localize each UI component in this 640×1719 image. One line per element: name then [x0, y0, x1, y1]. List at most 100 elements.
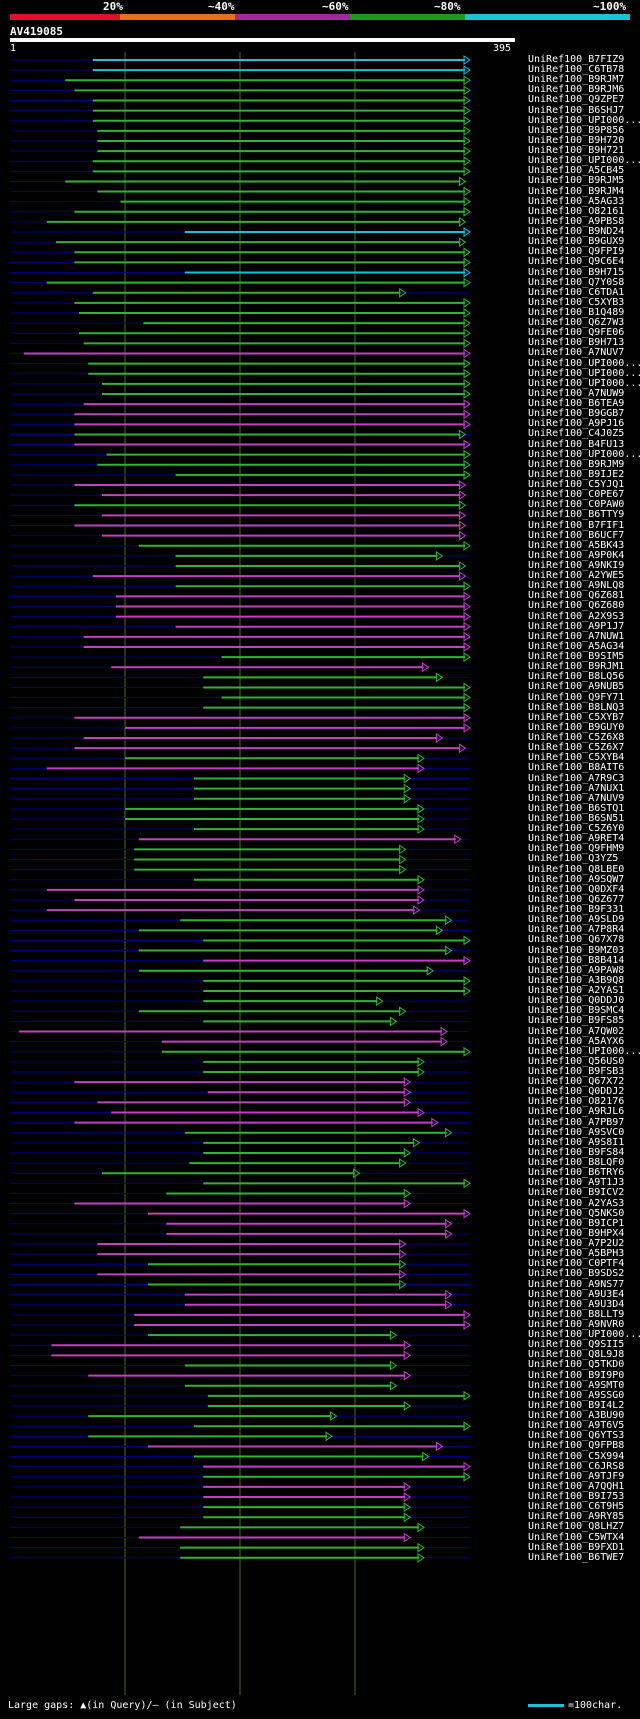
hit-link[interactable]: UniRef100_B9RJM5 [528, 175, 625, 187]
hit-link[interactable]: UniRef100_A9U3D4 [528, 1298, 625, 1310]
hit-link[interactable]: UniRef100_Q67X78 [528, 934, 625, 946]
hit-link[interactable]: UniRef100_A7QW02 [528, 1025, 625, 1037]
hit-link[interactable]: UniRef100_A9S8I1 [528, 1136, 625, 1148]
hit-link[interactable]: UniRef100_Q9FE06 [528, 327, 625, 339]
hit-link[interactable]: UniRef100_UPI000... [528, 367, 640, 379]
hit-link[interactable]: UniRef100_A9NLQ8 [528, 580, 625, 592]
hit-link[interactable]: UniRef100_UPI000... [528, 1329, 640, 1341]
hit-link[interactable]: UniRef100_A9T1J3 [528, 1177, 625, 1189]
hit-link[interactable]: UniRef100_A9SVC0 [528, 1126, 625, 1138]
hit-link[interactable]: UniRef100_B6SHJ7 [528, 104, 625, 116]
hit-link[interactable]: UniRef100_C0PAW0 [528, 499, 625, 511]
hit-link[interactable]: UniRef100_B9H713 [528, 337, 625, 349]
hit-link[interactable]: UniRef100_Q9ZPE7 [528, 94, 625, 106]
hit-link[interactable]: UniRef100_B9FS84 [528, 1146, 625, 1158]
hit-link[interactable]: UniRef100_B9I753 [528, 1491, 625, 1503]
hit-link[interactable]: UniRef100_B9FS85 [528, 1015, 625, 1027]
hit-link[interactable]: UniRef100_B6TRY6 [528, 1167, 625, 1179]
hit-link[interactable]: UniRef100_Q9SII5 [528, 1339, 625, 1351]
hit-link[interactable]: UniRef100_C6TDA1 [528, 286, 625, 298]
hit-link[interactable]: UniRef100_Q0DDJ0 [528, 995, 625, 1007]
hit-link[interactable]: UniRef100_Q56US0 [528, 1055, 625, 1067]
hit-link[interactable]: UniRef100_C5YJQ1 [528, 479, 625, 491]
hit-link[interactable]: UniRef100_B9F331 [528, 904, 625, 916]
hit-link[interactable]: UniRef100_B1Q489 [528, 307, 625, 318]
hit-link[interactable]: UniRef100_B6STQ1 [528, 802, 625, 814]
hit-link[interactable]: UniRef100_B9MZ03 [528, 944, 625, 956]
hit-link[interactable]: UniRef100_C5WTX4 [528, 1531, 625, 1543]
hit-link[interactable]: UniRef100_A9U3E4 [528, 1288, 625, 1300]
hit-link[interactable]: UniRef100_A9PJ16 [528, 418, 625, 430]
hit-link[interactable]: UniRef100_UPI000... [528, 448, 640, 460]
hit-link[interactable]: UniRef100_A3BU90 [528, 1410, 625, 1422]
hit-link[interactable]: UniRef100_A9SQW7 [528, 873, 625, 885]
hit-link[interactable]: UniRef100_A3B9Q8 [528, 974, 625, 986]
hit-link[interactable]: UniRef100_A9TJF9 [528, 1470, 625, 1482]
hit-link[interactable]: UniRef100_O82176 [528, 1096, 625, 1108]
hit-link[interactable]: UniRef100_B8B414 [528, 954, 625, 966]
hit-link[interactable]: UniRef100_A9NKI9 [528, 560, 625, 571]
hit-link[interactable]: UniRef100_B4FU13 [528, 438, 625, 450]
hit-link[interactable]: UniRef100_Q6Z681 [528, 590, 625, 602]
hit-link[interactable]: UniRef100_UPI000... [528, 1045, 640, 1057]
hit-link[interactable]: UniRef100_B9SIM5 [528, 651, 625, 663]
hit-link[interactable]: UniRef100_C5XYB3 [528, 296, 625, 308]
hit-link[interactable]: UniRef100_B6TEA9 [528, 398, 625, 410]
hit-link[interactable]: UniRef100_B6UCF7 [528, 529, 625, 541]
hit-link[interactable]: UniRef100_A7NUV9 [528, 792, 625, 804]
hit-link[interactable]: UniRef100_C0PTF4 [528, 1258, 625, 1270]
hit-link[interactable]: UniRef100_A2YAS3 [528, 1197, 625, 1209]
hit-link[interactable]: UniRef100_B9SMC4 [528, 1005, 625, 1017]
hit-link[interactable]: UniRef100_A7R9C3 [528, 772, 625, 784]
hit-link[interactable]: UniRef100_Q9FPB8 [528, 1440, 625, 1452]
hit-link[interactable]: UniRef100_A7NUW9 [528, 387, 625, 399]
hit-link[interactable]: UniRef100_A2YWE5 [528, 570, 625, 582]
hit-link[interactable]: UniRef100_B9RJM9 [528, 458, 625, 470]
hit-link[interactable]: UniRef100_A9RET4 [528, 833, 625, 845]
hit-link[interactable]: UniRef100_B9H720 [528, 134, 625, 146]
hit-link[interactable]: UniRef100_UPI000... [528, 114, 640, 126]
hit-link[interactable]: UniRef100_A7NUW1 [528, 630, 625, 642]
hit-link[interactable]: UniRef100_B9RJM1 [528, 661, 625, 673]
hit-link[interactable]: UniRef100_Q9C6E4 [528, 256, 625, 268]
hit-link[interactable]: UniRef100_C5X994 [528, 1450, 625, 1462]
hit-link[interactable]: UniRef100_B9HPX4 [528, 1227, 625, 1239]
hit-link[interactable]: UniRef100_A9RJL6 [528, 1106, 625, 1118]
hit-link[interactable]: UniRef100_C6TB78 [528, 64, 625, 76]
hit-link[interactable]: UniRef100_B8LLT9 [528, 1308, 625, 1320]
hit-link[interactable]: UniRef100_B7FIZ9 [528, 54, 625, 65]
hit-link[interactable]: UniRef100_A9PAW8 [528, 964, 625, 976]
hit-link[interactable]: UniRef100_B9I4L2 [528, 1399, 625, 1411]
hit-link[interactable]: UniRef100_B9RJM4 [528, 185, 625, 197]
hit-link[interactable]: UniRef100_Q9FHM9 [528, 843, 625, 855]
hit-link[interactable]: UniRef100_B9RJM7 [528, 74, 625, 86]
hit-link[interactable]: UniRef100_B9RJM6 [528, 84, 625, 96]
hit-link[interactable]: UniRef100_C5XYB7 [528, 711, 625, 723]
hit-link[interactable]: UniRef100_UPI000... [528, 377, 640, 389]
hit-link[interactable]: UniRef100_A2YAS1 [528, 985, 625, 997]
hit-link[interactable]: UniRef100_B9FXD1 [528, 1541, 625, 1553]
hit-link[interactable]: UniRef100_A5BK43 [528, 539, 625, 551]
hit-link[interactable]: UniRef100_A5CB45 [528, 165, 625, 177]
hit-link[interactable]: UniRef100_C6JRS8 [528, 1460, 625, 1472]
hit-link[interactable]: UniRef100_Q8L9J8 [528, 1349, 625, 1361]
hit-link[interactable]: UniRef100_C0PE67 [528, 489, 625, 501]
hit-link[interactable]: UniRef100_Q5TKD0 [528, 1359, 625, 1371]
hit-link[interactable]: UniRef100_O82161 [528, 205, 625, 217]
hit-link[interactable]: UniRef100_A2X9S3 [528, 610, 625, 622]
hit-link[interactable]: UniRef100_B9FSB3 [528, 1066, 625, 1077]
hit-link[interactable]: UniRef100_C6T9H5 [528, 1501, 625, 1513]
hit-link[interactable]: UniRef100_B6TWE7 [528, 1551, 625, 1563]
hit-link[interactable]: UniRef100_Q0DDJ2 [528, 1086, 625, 1098]
hit-link[interactable]: UniRef100_B8LQ56 [528, 671, 625, 683]
hit-link[interactable]: UniRef100_A5AYX6 [528, 1035, 625, 1047]
hit-link[interactable]: UniRef100_A9P0K4 [528, 549, 625, 561]
hit-link[interactable]: UniRef100_Q9FY71 [528, 691, 625, 703]
hit-link[interactable]: UniRef100_A7NUV7 [528, 347, 625, 359]
hit-link[interactable]: UniRef100_Q6Z677 [528, 893, 625, 905]
hit-link[interactable]: UniRef100_A9NVR0 [528, 1319, 625, 1330]
hit-link[interactable]: UniRef100_C5XYB4 [528, 752, 625, 764]
hit-link[interactable]: UniRef100_A5AG34 [528, 640, 625, 652]
hit-link[interactable]: UniRef100_B9GUX9 [528, 236, 625, 248]
hit-link[interactable]: UniRef100_B9ICV2 [528, 1187, 625, 1199]
